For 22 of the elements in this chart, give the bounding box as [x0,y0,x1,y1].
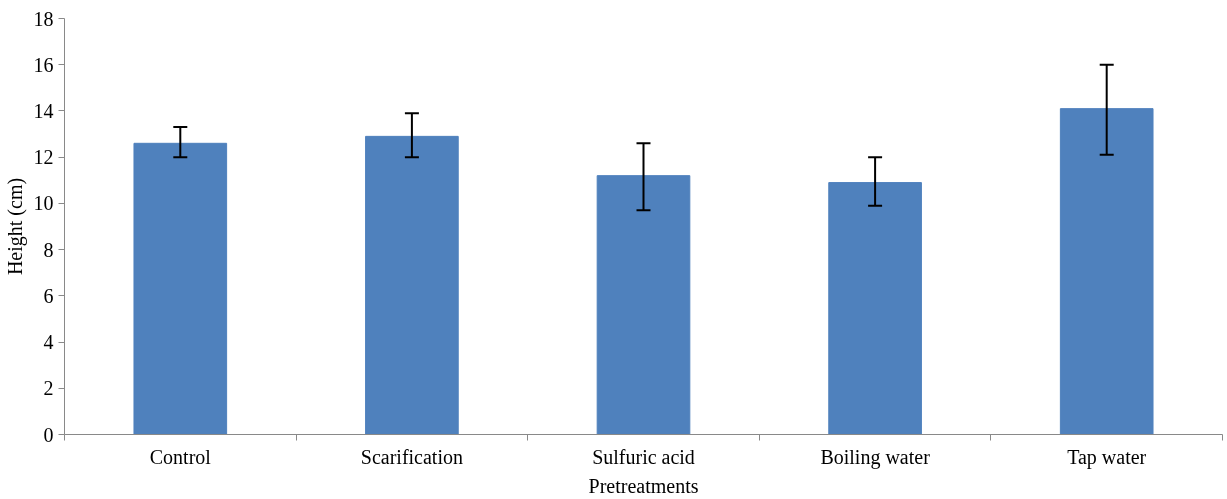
x-tick-label: Tap water [1067,445,1147,469]
bar [133,142,228,435]
y-tick-label: 10 [33,192,54,215]
y-tick-label: 0 [43,423,54,446]
y-tick-label: 4 [43,331,54,354]
y-tick-label: 6 [43,284,54,307]
bar [828,182,922,435]
x-tick-label: Sulfuric acid [592,445,695,468]
y-tick-label: 12 [33,146,54,169]
x-tick-label: Boiling water [820,445,931,469]
y-tick-label: 14 [33,99,54,122]
x-tick-label: Control [149,445,212,468]
x-axis-title: Pretreatments [588,474,699,497]
y-tick-label: 16 [33,53,54,76]
y-tick-label: 8 [43,238,54,261]
y-tick-label: 18 [33,7,54,30]
y-axis-title: Height (cm) [3,177,27,276]
bar [365,135,459,435]
y-tick-label: 2 [43,377,54,400]
bar [1059,108,1154,435]
x-tick-label: Scarification [360,445,463,468]
bar [596,175,691,435]
